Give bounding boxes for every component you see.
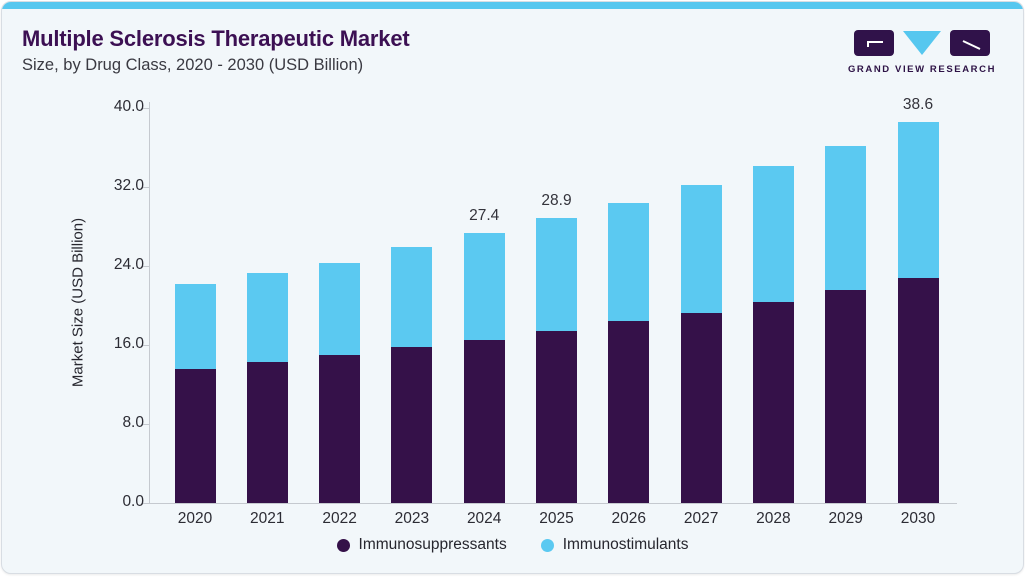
- gvr-logo-icon: [847, 30, 997, 57]
- y-tick-mark: [141, 503, 149, 504]
- bar-segment-immunosuppressants: [536, 331, 577, 503]
- y-tick-mark: [141, 187, 149, 189]
- x-tick-label: 2020: [177, 510, 213, 527]
- bar-segment-immunostimulants: [752, 166, 794, 302]
- bar-stack: [680, 185, 722, 503]
- bar-segment-immunostimulants: [680, 185, 722, 313]
- x-tick-label: 2029: [828, 510, 863, 527]
- bar-segment-immunostimulants: [463, 232, 505, 341]
- grand-view-research-logo: GRAND VIEW RESEARCH: [847, 30, 997, 75]
- bar-total-label: 27.4: [469, 206, 500, 224]
- logo-r-block-icon: [950, 30, 990, 56]
- x-tick-label: 2027: [683, 510, 719, 527]
- bar-segment-immunosuppressants: [319, 354, 361, 503]
- bar-stack: [825, 145, 867, 503]
- bar-segment-immunostimulants: [319, 263, 361, 355]
- page-title: Multiple Sclerosis Therapeutic Market: [22, 26, 410, 51]
- chart-legend: Immunosuppressants Immunostimulants: [2, 536, 1023, 554]
- x-tick-label: 2028: [756, 510, 791, 527]
- y-tick-label: 8.0: [122, 414, 144, 432]
- legend-label: Immunosuppressants: [358, 536, 507, 553]
- legend-label: Immunostimulants: [562, 536, 689, 553]
- bar-stack: [463, 232, 505, 503]
- legend-dot: [336, 538, 350, 552]
- y-tick-label: 0.0: [122, 493, 144, 510]
- bar-segment-immunosuppressants: [680, 312, 722, 503]
- bar-segment-immunostimulants: [608, 202, 650, 322]
- bar-stack: [608, 202, 650, 503]
- x-tick-label: 2025: [539, 510, 574, 527]
- x-tick-label: 2022: [322, 510, 357, 527]
- legend-dot: [540, 538, 554, 552]
- bar-segment-immunosuppressants: [246, 361, 288, 503]
- y-tick-mark: [141, 108, 149, 110]
- bar-segment-immunosuppressants: [608, 321, 650, 503]
- bar-segment-immunosuppressants: [391, 347, 433, 503]
- bar-stack: [174, 283, 216, 503]
- y-tick-label: 16.0: [113, 335, 144, 353]
- bar-stack: [536, 217, 577, 503]
- y-axis-line: [149, 102, 150, 503]
- y-axis-title: Market Size (USD Billion): [69, 217, 87, 388]
- bar-segment-immunostimulants: [825, 145, 867, 290]
- bar-stack: [246, 273, 288, 503]
- y-tick-label: 32.0: [113, 177, 144, 195]
- x-tick-label: 2026: [611, 510, 647, 527]
- y-tick-label: 40.0: [113, 98, 144, 116]
- bar-segment-immunostimulants: [246, 273, 288, 362]
- logo-g-block-icon: [854, 30, 894, 56]
- x-axis-line: [149, 503, 957, 504]
- legend-item: Immunostimulants: [540, 536, 689, 554]
- bar-segment-immunostimulants: [536, 217, 577, 332]
- y-tick-mark: [141, 345, 149, 347]
- bar-segment-immunosuppressants: [897, 277, 939, 503]
- bar-stack: [752, 166, 794, 503]
- bar-total-label: 28.9: [541, 191, 572, 209]
- bar-segment-immunosuppressants: [825, 289, 867, 503]
- bar-segment-immunosuppressants: [752, 301, 794, 503]
- legend-item: Immunosuppressants: [336, 536, 507, 554]
- y-tick-mark: [141, 424, 149, 426]
- top-accent-bar: [2, 2, 1023, 9]
- bar-segment-immunostimulants: [897, 122, 939, 278]
- page-subtitle: Size, by Drug Class, 2020 - 2030 (USD Bi…: [22, 56, 364, 74]
- x-tick-label: 2024: [466, 510, 502, 527]
- x-tick-label: 2023: [394, 510, 430, 527]
- bar-stack: [897, 122, 939, 503]
- bar-segment-immunosuppressants: [174, 368, 216, 503]
- bar-segment-immunosuppressants: [463, 340, 505, 503]
- plot-area: 27.4 28.9 38.6: [150, 96, 957, 503]
- logo-v-triangle-icon: [903, 31, 941, 55]
- bar-stack: [391, 247, 433, 503]
- y-tick-mark: [141, 266, 149, 268]
- x-tick-label: 2021: [250, 510, 285, 527]
- logo-wordmark: GRAND VIEW RESEARCH: [847, 64, 997, 75]
- bar-segment-immunostimulants: [174, 283, 216, 369]
- x-tick-label: 2030: [900, 510, 936, 527]
- bar-total-label: 38.6: [902, 96, 934, 114]
- bar-stack: [319, 263, 361, 503]
- bar-segment-immunostimulants: [391, 247, 433, 348]
- y-tick-label: 24.0: [113, 256, 144, 274]
